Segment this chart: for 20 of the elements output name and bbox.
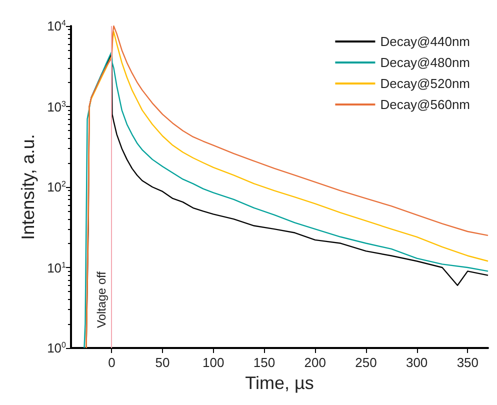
legend-label: Decay@520nm	[380, 76, 470, 91]
legend-label: Decay@560nm	[380, 97, 470, 112]
ref-line-label: Voltage off	[94, 270, 109, 328]
x-tick-label: 50	[155, 355, 170, 370]
y-tick-label: 10$^{1}$	[47, 260, 66, 276]
legend-label: Decay@480nm	[380, 55, 470, 70]
x-tick-label: 150	[253, 355, 276, 370]
x-tick-label: 350	[456, 355, 479, 370]
y-tick-label: 10$^{3}$	[47, 98, 66, 114]
x-axis-title: Time, µs	[245, 373, 314, 393]
y-tick-label: 10$^{2}$	[47, 179, 66, 195]
x-tick-label: 0	[108, 355, 116, 370]
y-axis-title: Intensity, a.u.	[18, 134, 38, 240]
y-tick-label: 10$^{4}$	[47, 18, 66, 34]
x-tick-label: 100	[202, 355, 224, 370]
x-tick-label: 250	[355, 355, 377, 370]
x-tick-label: 300	[406, 355, 428, 370]
x-tick-label: 200	[304, 355, 326, 370]
y-tick-label: 10$^{0}$	[47, 340, 66, 356]
legend-label: Decay@440nm	[380, 34, 470, 49]
